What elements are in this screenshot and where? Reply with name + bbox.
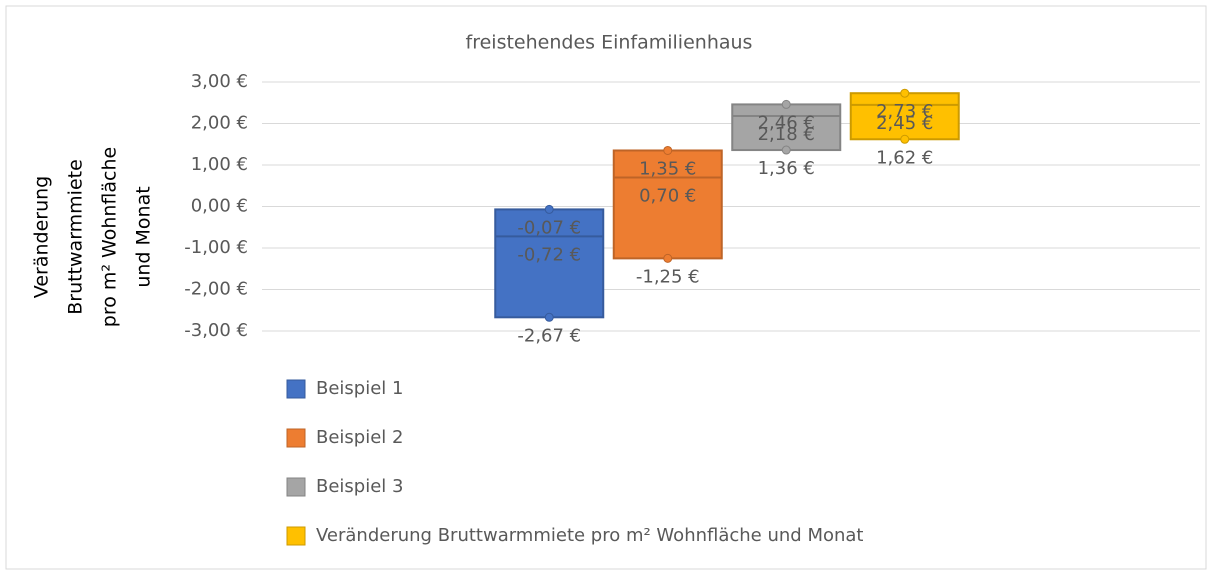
point	[663, 145, 673, 155]
y-axis-title: pro m² Wohnfläche	[99, 147, 121, 327]
legend-swatch	[286, 379, 306, 399]
box	[494, 208, 605, 319]
box	[612, 149, 723, 260]
chart-border	[5, 5, 1207, 570]
legend-swatch	[286, 477, 306, 497]
legend-swatch	[286, 428, 306, 448]
y-axis-title: Veränderung	[31, 176, 53, 298]
point	[900, 88, 910, 98]
value-label: 0,70 €	[639, 185, 696, 206]
chart-title: freistehendes Einfamilienhaus	[466, 32, 753, 54]
value-label: 2,73 €	[876, 101, 933, 122]
y-tick-label: 0,00 €	[191, 196, 248, 217]
point	[900, 134, 910, 144]
y-tick-label: 1,00 €	[191, 154, 248, 175]
legend-label: Veränderung Bruttwarmmiete pro m² Wohnfl…	[316, 525, 863, 546]
y-tick-label: 2,00 €	[191, 113, 248, 134]
value-label: -0,72 €	[517, 244, 581, 265]
value-label: 2,46 €	[758, 112, 815, 133]
point	[544, 312, 554, 322]
y-tick-label: -3,00 €	[184, 320, 248, 341]
y-axis-title: Bruttwarmmiete	[65, 159, 87, 315]
value-label: 2,45 €	[876, 113, 933, 134]
box	[849, 92, 960, 141]
point	[781, 99, 791, 109]
legend-label: Beispiel 1	[316, 378, 403, 399]
value-label: 1,36 €	[758, 158, 815, 179]
y-tick-label: 3,00 €	[191, 71, 248, 92]
y-tick-label: -1,00 €	[184, 237, 248, 258]
value-label: 1,62 €	[876, 147, 933, 168]
point	[663, 253, 673, 263]
value-label: -1,25 €	[636, 266, 700, 287]
y-tick-label: -2,00 €	[184, 279, 248, 300]
legend-swatch	[286, 526, 306, 546]
legend-label: Beispiel 2	[316, 427, 403, 448]
value-label: 2,18 €	[758, 124, 815, 145]
value-label: -0,07 €	[517, 217, 581, 238]
y-axis-title: und Monat	[133, 186, 155, 287]
point	[544, 204, 554, 214]
value-label: -2,67 €	[517, 325, 581, 346]
point	[781, 145, 791, 155]
value-label: 1,35 €	[639, 158, 696, 179]
legend-label: Beispiel 3	[316, 476, 403, 497]
